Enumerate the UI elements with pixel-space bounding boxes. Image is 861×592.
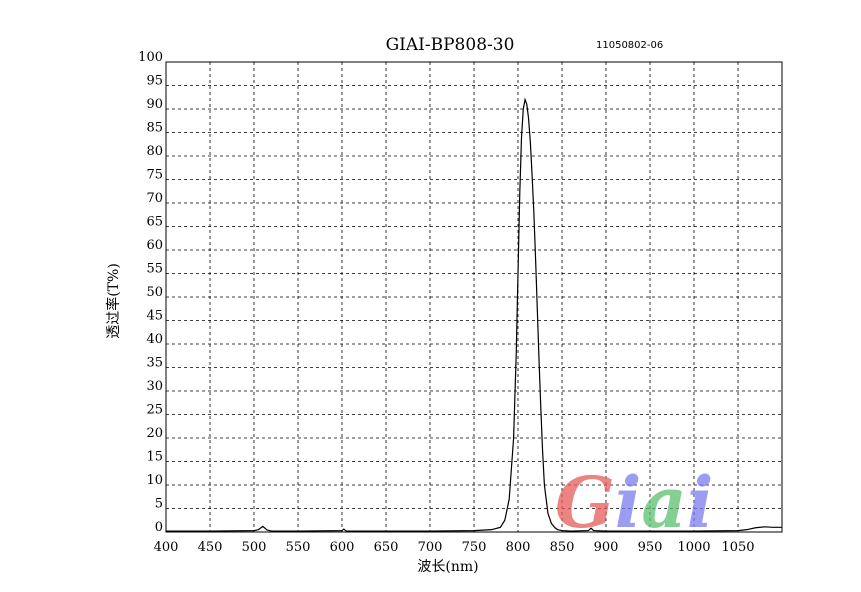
y-tick-label: 30 [146, 379, 163, 394]
logo-letter-a: a [641, 461, 686, 544]
y-tick-label: 40 [146, 332, 163, 347]
x-tick-label: 850 [550, 540, 575, 555]
y-tick-label: 5 [155, 497, 163, 512]
x-tick-label: 800 [506, 540, 531, 555]
x-tick-label: 900 [594, 540, 619, 555]
y-tick-label: 75 [146, 168, 163, 183]
grid [166, 62, 782, 532]
y-tick-label: 15 [146, 450, 163, 465]
y-tick-label: 25 [146, 403, 163, 418]
y-tick-label: 100 [138, 50, 163, 65]
x-tick-label: 550 [286, 540, 311, 555]
logo-letter-i2: i [687, 461, 714, 544]
y-tick-label: 50 [146, 285, 163, 300]
x-tick-label: 450 [198, 540, 223, 555]
logo-letter-i1: i [615, 461, 642, 544]
x-tick-label: 600 [330, 540, 355, 555]
x-tick-label: 700 [418, 540, 443, 555]
x-tick-label: 400 [154, 540, 179, 555]
x-tick-label: 1000 [677, 540, 710, 555]
x-tick-label: 650 [374, 540, 399, 555]
y-tick-label: 90 [146, 97, 163, 112]
x-tick-labels: 400 450 500 550 600 650 700 750 800 850 900 950 1000… [154, 540, 755, 555]
y-axis-label: 透过率(T%) [105, 263, 122, 339]
x-tick-label: 500 [242, 540, 267, 555]
y-tick-label: 0 [155, 520, 163, 535]
y-tick-label: 65 [146, 215, 163, 230]
y-tick-label: 70 [146, 191, 163, 206]
transmission-curve [166, 97, 782, 532]
x-tick-label: 950 [638, 540, 663, 555]
y-tick-labels: 0 5 10 15 20 25 30 35 40 45 50 55 60 65 70 75 80 85 90 95 10… [138, 50, 163, 535]
x-tick-label: 750 [462, 540, 487, 555]
y-tick-label: 60 [146, 238, 163, 253]
sample-code: 11050802-06 [596, 40, 663, 51]
y-tick-label: 80 [146, 144, 163, 159]
chart-title: GIAI-BP808-30 [386, 35, 515, 55]
y-tick-label: 55 [146, 262, 163, 277]
plot-frame [165, 61, 783, 533]
y-tick-label: 95 [146, 74, 163, 89]
x-tick-label: 1050 [721, 540, 754, 555]
y-tick-label: 35 [146, 356, 163, 371]
y-tick-label: 20 [146, 426, 163, 441]
y-tick-label: 45 [146, 309, 163, 324]
x-axis-label: 波长(nm) [417, 559, 478, 575]
y-tick-label: 10 [146, 473, 163, 488]
y-tick-label: 85 [146, 121, 163, 136]
